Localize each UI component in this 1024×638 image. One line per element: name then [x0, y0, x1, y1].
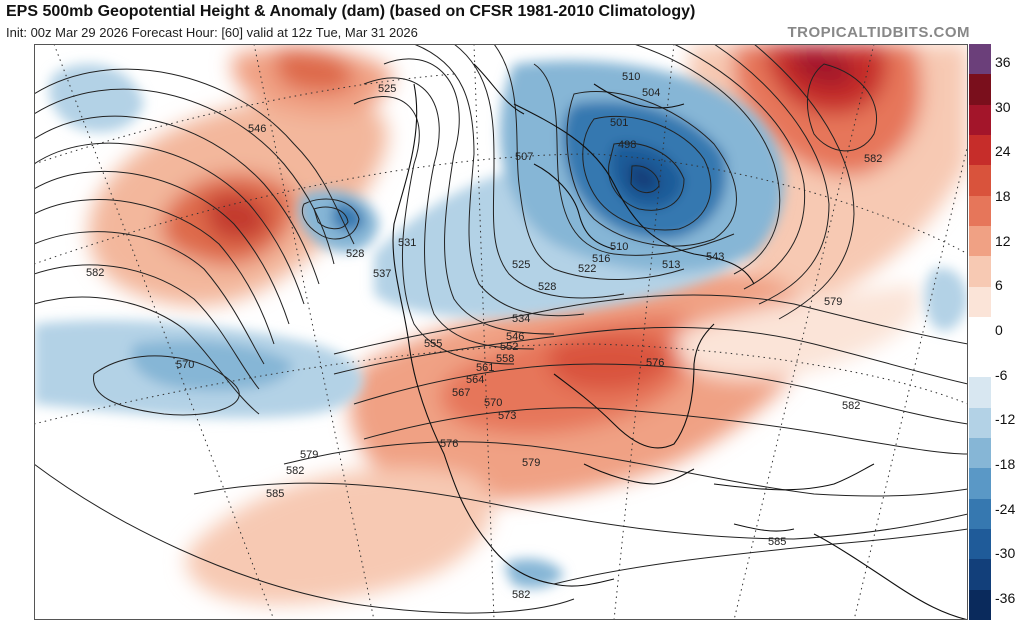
contour-label: 585 — [768, 536, 786, 548]
contour-label: 525 — [378, 83, 396, 95]
contour-label: 543 — [706, 251, 724, 263]
colorbar-tick-label: 12 — [995, 232, 1011, 249]
colorbar-cell — [969, 529, 991, 560]
contour-label: 504 — [642, 87, 660, 99]
contour-label: 567 — [452, 387, 470, 399]
contour-label: 522 — [578, 263, 596, 275]
colorbar-tick-label: -24 — [995, 500, 1016, 517]
contour-label: 498 — [618, 139, 636, 151]
contour-label: 555 — [424, 338, 442, 350]
map-title: EPS 500mb Geopotential Height & Anomaly … — [6, 3, 696, 20]
colorbar-cell — [969, 589, 991, 621]
colorbar-cell — [969, 256, 991, 288]
contour-label: 513 — [662, 259, 680, 271]
colorbar-tick-label: 6 — [995, 277, 1003, 294]
colorbar-cell — [969, 559, 991, 591]
colorbar-tick-label: 30 — [995, 98, 1011, 115]
colorbar-tick-label: -18 — [995, 455, 1016, 472]
contour-label: 579 — [824, 296, 842, 308]
contour-label: 573 — [498, 410, 516, 422]
colorbar-tick-label: -36 — [995, 589, 1016, 606]
colorbar-cell — [969, 407, 991, 439]
colorbar-cell — [969, 74, 991, 106]
contour-label: 582 — [842, 400, 860, 412]
contour-label: 585 — [266, 488, 284, 500]
contour-label: 579 — [522, 457, 540, 469]
colorbar-labels: 36 30 24 18 12 6 0 -6 -12 -18 -24 -30 -36 — [995, 44, 1023, 620]
contour-label: 516 — [592, 253, 610, 265]
colorbar-cell — [969, 347, 991, 378]
colorbar-tick-label: 24 — [995, 143, 1011, 160]
contour-label: 576 — [646, 357, 664, 369]
contour-label: 582 — [86, 267, 104, 279]
colorbar-cell — [969, 438, 991, 469]
contour-label: 546 — [248, 123, 266, 135]
colorbar-tick-label: 36 — [995, 54, 1011, 70]
contour-label: 528 — [538, 281, 556, 293]
colorbar-cell — [969, 286, 991, 318]
contour-label: 537 — [373, 268, 391, 280]
colorbar-tick-label: -6 — [995, 366, 1008, 383]
colorbar-cell — [969, 165, 991, 197]
colorbar-cell — [969, 498, 991, 530]
colorbar-cell — [969, 225, 991, 257]
map-subtitle: Init: 00z Mar 29 2026 Forecast Hour: [60… — [6, 25, 418, 40]
contour-label: 546 — [506, 331, 524, 343]
contour-labels: 525 546 528 531 537 510 504 501 498 507 … — [86, 71, 882, 601]
contour-label: 570 — [484, 397, 502, 409]
contour-label: 570 — [176, 359, 194, 371]
colorbar-cell — [969, 134, 991, 166]
colorbar-cell — [969, 377, 991, 409]
colorbar-tick-label: -30 — [995, 545, 1016, 562]
contour-label: 582 — [512, 589, 530, 601]
contour-label: 510 — [622, 71, 640, 83]
contour-label: 531 — [398, 237, 416, 249]
contour-label: 558 — [496, 353, 514, 365]
contour-label: 579 — [300, 449, 318, 461]
colorbar-cell — [969, 195, 991, 227]
contour-label: 552 — [500, 341, 518, 353]
anomaly-map: 525 546 528 531 537 510 504 501 498 507 … — [34, 44, 968, 620]
site-credit: TROPICALTIDBITS.COM — [787, 24, 970, 41]
colorbar-cell — [969, 44, 991, 75]
contour-label: 528 — [346, 248, 364, 260]
contour-label: 576 — [440, 438, 458, 450]
height-contours — [34, 44, 968, 614]
contour-label: 507 — [515, 151, 533, 163]
colorbar-cell — [969, 104, 991, 136]
anomaly-colorbar — [969, 44, 991, 621]
contour-label: 534 — [512, 313, 530, 325]
contour-label: 501 — [610, 117, 628, 129]
contour-label: 582 — [864, 153, 882, 165]
colorbar-tick-label: 18 — [995, 187, 1011, 204]
contour-label: 564 — [466, 374, 484, 386]
contour-label: 561 — [476, 362, 494, 374]
coastlines — [392, 63, 968, 620]
colorbar-tick-label: -12 — [995, 411, 1016, 428]
contour-label: 510 — [610, 241, 628, 253]
colorbar-tick-label: 0 — [995, 321, 1003, 338]
contour-label: 525 — [512, 259, 530, 271]
colorbar-cell — [969, 468, 991, 500]
map-border — [34, 44, 968, 620]
colorbar-cell — [969, 316, 991, 348]
contour-label: 582 — [286, 465, 304, 477]
